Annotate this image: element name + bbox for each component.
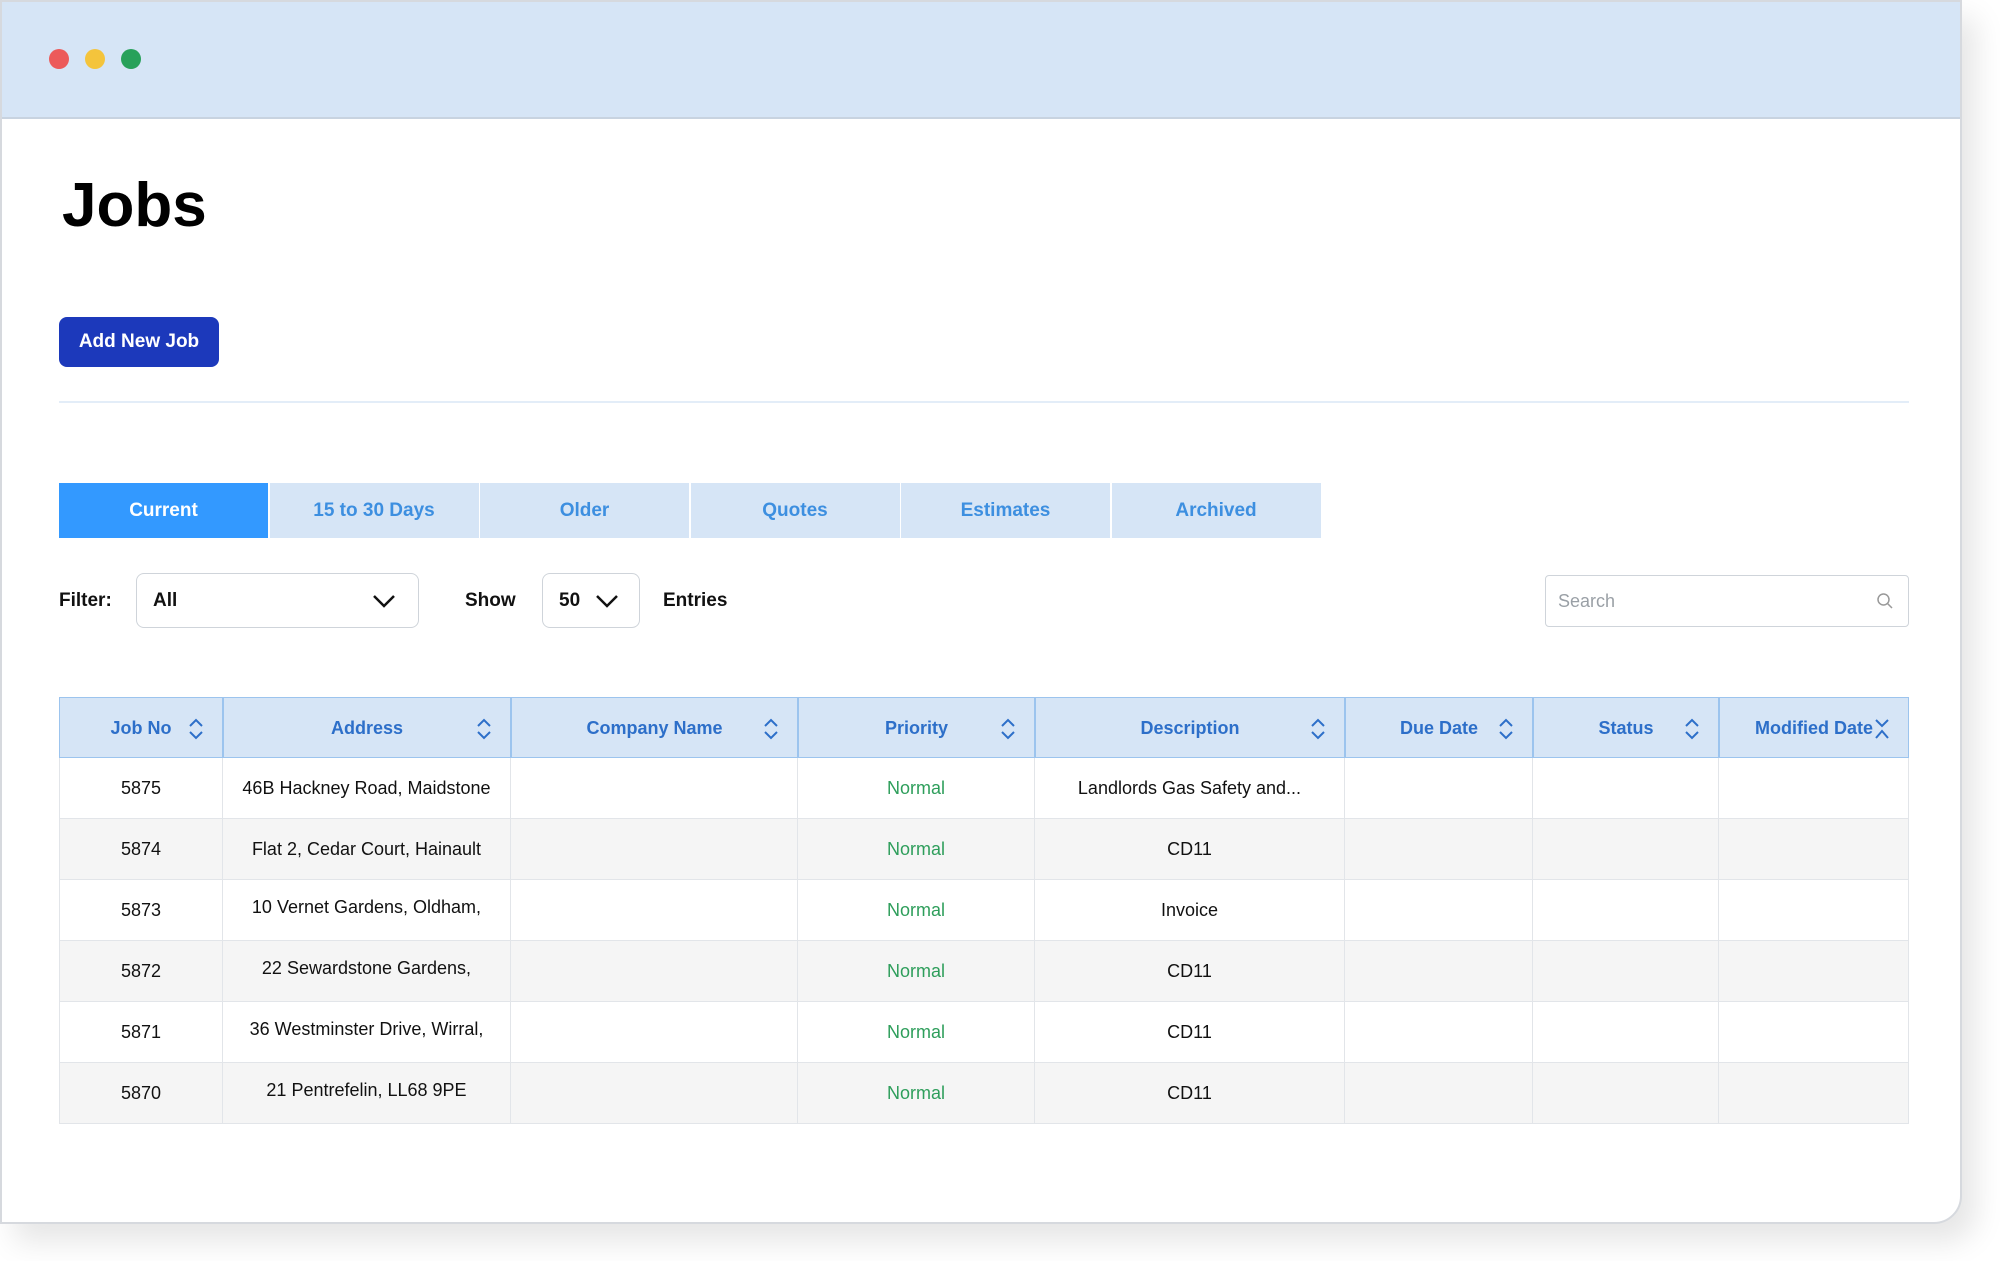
tab[interactable]: Current [59, 483, 268, 538]
show-select[interactable]: 50 [542, 573, 640, 628]
empty-cell [511, 1063, 798, 1124]
show-value: 50 [559, 589, 581, 611]
sort-icon [189, 718, 203, 739]
table-cell: CD11 [1035, 1063, 1345, 1124]
empty-cell [1719, 1002, 1909, 1063]
empty-cell [1345, 1002, 1533, 1063]
table-cell: Normal [798, 941, 1035, 1002]
filter-value: All [153, 589, 178, 611]
empty-cell [1719, 941, 1909, 1002]
dropdown-icon [373, 594, 395, 608]
entries-label: Entries [663, 590, 728, 611]
tab[interactable]: Estimates [901, 483, 1110, 538]
empty-cell [1719, 1063, 1909, 1124]
column-header[interactable]: Company Name [511, 697, 798, 758]
empty-cell [511, 758, 798, 819]
search-input[interactable]: Search [1545, 575, 1909, 627]
column-header[interactable]: Status [1533, 697, 1719, 758]
table-cell: CD11 [1035, 819, 1345, 880]
table-cell: 5873 [59, 880, 223, 941]
minimize-dot[interactable] [85, 49, 105, 69]
table-cell: CD11 [1035, 1002, 1345, 1063]
empty-cell [1533, 1002, 1719, 1063]
add-job-button[interactable]: Add New Job [59, 317, 219, 367]
empty-cell [1719, 819, 1909, 880]
filter-select[interactable]: All [136, 573, 419, 628]
sort-icon [764, 718, 778, 739]
column-header[interactable]: Description [1035, 697, 1345, 758]
column-title: Priority [884, 717, 949, 738]
table-cell: Normal [798, 1002, 1035, 1063]
table-cell: 10 Vernet Gardens, Oldham, [223, 880, 511, 941]
table-cell: Landlords Gas Safety and... [1035, 758, 1345, 819]
sort-icon [477, 718, 491, 739]
empty-cell [511, 880, 798, 941]
divider [59, 401, 1909, 403]
maximize-dot[interactable] [121, 49, 141, 69]
sort-icon [1311, 718, 1325, 739]
column-title: Company Name [586, 717, 723, 738]
table-cell: 5875 [59, 758, 223, 819]
empty-cell [1719, 880, 1909, 941]
table-cell: Normal [798, 880, 1035, 941]
sort-icon [1685, 718, 1699, 739]
tab[interactable]: Quotes [690, 483, 900, 538]
column-title: Address [330, 717, 404, 738]
table-cell: CD11 [1035, 941, 1345, 1002]
dropdown-icon [596, 594, 618, 608]
table-cell: Flat 2, Cedar Court, Hainault [223, 819, 511, 880]
table-cell: Invoice [1035, 880, 1345, 941]
table-cell: 21 Pentrefelin, LL68 9PE [223, 1063, 511, 1124]
column-title: Due Date [1399, 717, 1479, 738]
column-header[interactable]: Job No [59, 697, 223, 758]
table-cell: 5874 [59, 819, 223, 880]
table-cell: 5871 [59, 1002, 223, 1063]
table-cell: 22 Sewardstone Gardens, [223, 941, 511, 1002]
column-header[interactable]: Address [223, 697, 511, 758]
sort-icon [1001, 718, 1015, 739]
empty-cell [511, 941, 798, 1002]
table-cell: Normal [798, 758, 1035, 819]
empty-cell [1533, 941, 1719, 1002]
table-cell: 5870 [59, 1063, 223, 1124]
tab[interactable]: 15 to 30 Days [269, 483, 479, 538]
show-label: Show [465, 590, 516, 611]
column-title: Modified Date [1754, 717, 1873, 738]
empty-cell [1345, 819, 1533, 880]
table-cell: Normal [798, 819, 1035, 880]
empty-cell [1533, 880, 1719, 941]
sort-icon [1875, 718, 1889, 739]
sort-icon [1499, 718, 1513, 739]
table-cell: 46B Hackney Road, Maidstone [223, 758, 511, 819]
table-cell: 36 Westminster Drive, Wirral, [223, 1002, 511, 1063]
tab[interactable]: Older [480, 483, 689, 538]
empty-cell [1533, 758, 1719, 819]
empty-cell [1345, 880, 1533, 941]
empty-cell [1533, 819, 1719, 880]
column-header[interactable]: Due Date [1345, 697, 1533, 758]
empty-cell [1345, 758, 1533, 819]
empty-cell [511, 819, 798, 880]
search-placeholder: Search [1558, 590, 1616, 611]
close-dot[interactable] [49, 49, 69, 69]
column-header[interactable]: Modified Date [1719, 697, 1909, 758]
tab[interactable]: Archived [1111, 483, 1321, 538]
filter-label: Filter: [59, 590, 112, 611]
column-header[interactable]: Priority [798, 697, 1035, 758]
empty-cell [1719, 758, 1909, 819]
empty-cell [1533, 1063, 1719, 1124]
empty-cell [1345, 1063, 1533, 1124]
empty-cell [1345, 941, 1533, 1002]
search-icon [1877, 593, 1893, 609]
title-bar [2, 2, 1960, 119]
column-title: Job No [110, 717, 172, 738]
table-cell: 5872 [59, 941, 223, 1002]
empty-cell [511, 1002, 798, 1063]
table-cell: Normal [798, 1063, 1035, 1124]
column-title: Status [1598, 717, 1654, 738]
column-title: Description [1140, 717, 1240, 738]
app-window: Jobs Add New Job Filter: All Show 50 Ent… [0, 0, 1962, 1224]
page-title: Jobs [62, 171, 207, 240]
